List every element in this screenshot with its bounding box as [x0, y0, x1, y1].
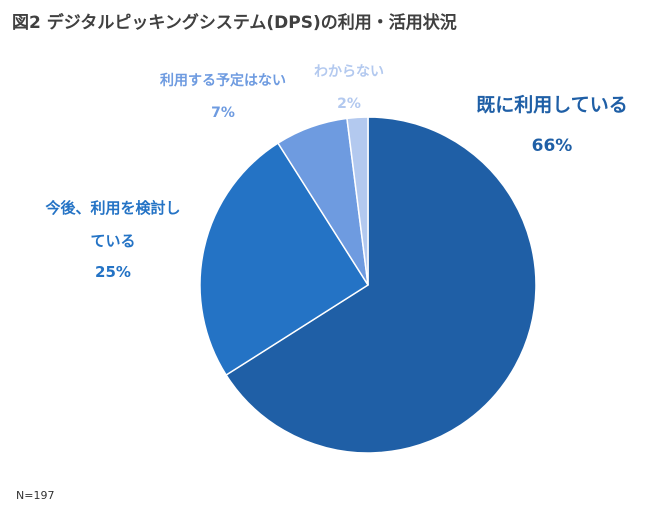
- slice-considering: [199, 142, 370, 377]
- chart-title: 図2 デジタルピッキングシステム(DPS)の利用・活用状況: [12, 13, 457, 33]
- slice-value-considering: 25%: [95, 263, 131, 281]
- slice-label-already-using: 既に利用している: [476, 94, 627, 116]
- slice-value-already-using: 66%: [532, 136, 573, 156]
- slice-label-unknown: わからない: [314, 64, 384, 80]
- slice-label-no-plan: 利用する予定はない: [160, 72, 286, 89]
- slice-already-using: [225, 116, 537, 454]
- slice-label-considering-line2: ている: [90, 232, 135, 250]
- slice-value-no-plan: 7%: [211, 105, 235, 121]
- slice-unknown: [346, 116, 369, 286]
- slice-label-considering-line1: 今後、利用を検討し: [44, 199, 180, 217]
- sample-size-note: N=197: [16, 489, 55, 502]
- pie-slices: [199, 116, 537, 454]
- slice-value-unknown: 2%: [337, 96, 361, 112]
